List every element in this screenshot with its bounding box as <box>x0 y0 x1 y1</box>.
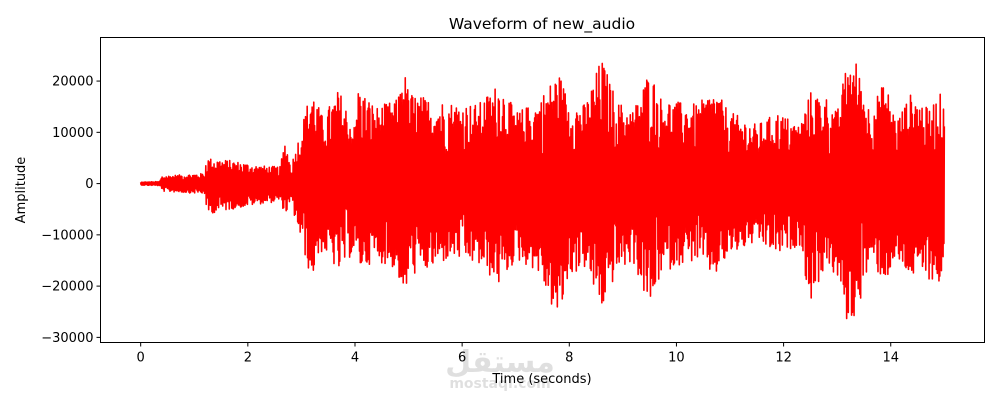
y-tick-label: 20000 <box>52 75 93 90</box>
x-tick-label: 2 <box>244 351 252 366</box>
y-tick-label: 10000 <box>52 126 93 141</box>
y-axis-label: Amplitude <box>14 157 29 224</box>
x-tick-label: 14 <box>882 351 899 366</box>
watermark-logo: مستقل <box>445 345 555 380</box>
x-tick-label: 4 <box>351 351 359 366</box>
x-axis-label: Time (seconds) <box>491 372 591 387</box>
x-tick-label: 0 <box>137 351 145 366</box>
chart-title: Waveform of new_audio <box>449 15 635 34</box>
plot-area-frame <box>100 37 985 343</box>
waveform-series <box>139 62 946 320</box>
x-tick-label: 12 <box>775 351 792 366</box>
waveform-line <box>139 62 946 320</box>
y-tick-label: 0 <box>85 177 93 192</box>
watermark-text: mostaql.com <box>449 376 550 392</box>
watermark: مستقل mostaql.com <box>445 345 555 392</box>
x-tick-label: 10 <box>668 351 685 366</box>
x-axis: 0 2 4 6 8 10 12 14 <box>137 342 899 366</box>
y-tick-label: −10000 <box>41 228 93 243</box>
y-tick-label: −30000 <box>41 331 93 346</box>
y-axis: −30000 −20000 −10000 0 10000 20000 <box>41 75 101 346</box>
y-tick-label: −20000 <box>41 280 93 295</box>
x-tick-label: 8 <box>565 351 573 366</box>
x-tick-label: 6 <box>458 351 466 366</box>
